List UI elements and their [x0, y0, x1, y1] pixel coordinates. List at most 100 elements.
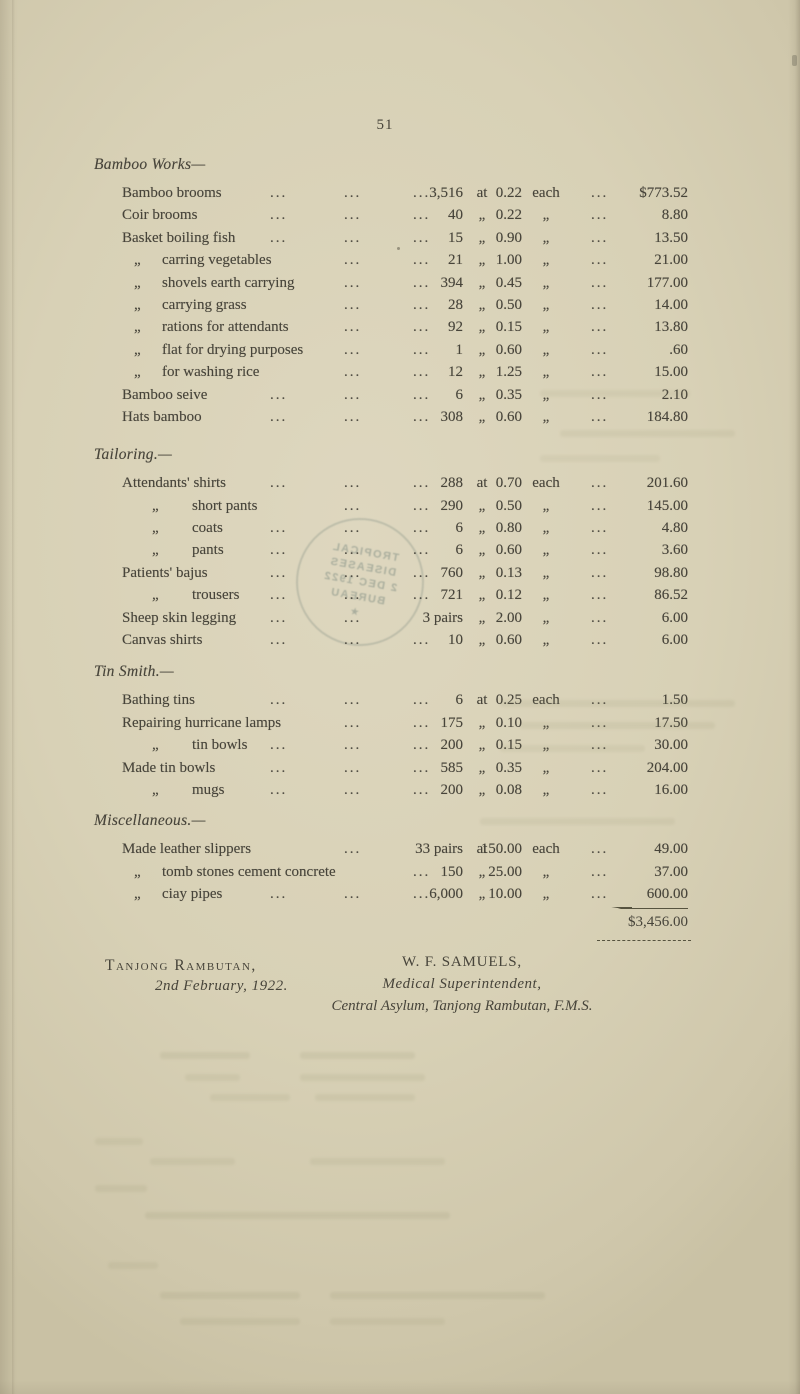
- ghost-line: [540, 390, 690, 397]
- leader-dots: ...: [413, 886, 431, 903]
- item-name: Hats bamboo: [122, 408, 202, 425]
- quantity: 28: [448, 296, 463, 313]
- unit-label: „: [542, 364, 550, 381]
- total-rule-top: [602, 906, 688, 909]
- leader-dots: ...: [413, 587, 431, 604]
- unit-label: „: [542, 886, 550, 903]
- leader-dots: ...: [591, 185, 609, 201]
- ditto-mark: „: [134, 274, 141, 291]
- leader-dots: ...: [591, 364, 609, 381]
- leader-dots: ...: [591, 632, 609, 649]
- leader-dots: ...: [413, 632, 431, 649]
- leader-dots: ...: [413, 252, 431, 269]
- unit-label: „: [542, 632, 550, 649]
- leader-dots: ...: [270, 692, 288, 709]
- item-name: Coir brooms: [122, 207, 198, 224]
- ghost-line: [160, 1052, 250, 1059]
- item-name: carrying grass: [162, 296, 247, 313]
- leader-dots: ...: [413, 781, 431, 798]
- rate-connector: „: [478, 341, 486, 358]
- quantity: 92: [448, 319, 463, 336]
- rate-connector: „: [478, 886, 486, 903]
- item-name: carring vegetables: [162, 252, 272, 269]
- ghost-line: [540, 455, 660, 462]
- unit-price: 0.08: [495, 781, 522, 798]
- signature-date: 2nd February, 1922.: [155, 978, 288, 994]
- ledger-row: „ carring vegetables...... 21 „ 1.00 „... 21.0…: [120, 249, 690, 271]
- unit-label: each: [532, 692, 560, 709]
- quantity: 6,000: [429, 886, 463, 903]
- unit-price: 0.25: [495, 692, 522, 709]
- ghost-line: [520, 722, 715, 729]
- leader-dots: ...: [344, 274, 362, 291]
- rate-connector: „: [478, 274, 486, 291]
- item-name: coats: [192, 520, 223, 537]
- item-name: rations for attendants: [162, 319, 289, 336]
- unit-price: 0.12: [495, 587, 522, 604]
- ditto-mark: „: [152, 781, 159, 798]
- ghost-line: [315, 1094, 415, 1101]
- amount: 184.80: [646, 408, 688, 425]
- unit-price: 0.70: [495, 475, 522, 492]
- ledger-row: Bamboo seive......... 6 „ 0.35 „... 2.10: [120, 384, 690, 406]
- leader-dots: ...: [344, 475, 362, 492]
- item-name: shovels earth carrying: [162, 274, 295, 291]
- leader-dots: ...: [413, 207, 431, 224]
- amount: 600.00: [646, 886, 688, 903]
- quantity: 6: [455, 520, 464, 537]
- rate-connector: „: [478, 632, 486, 649]
- quantity: 12: [448, 364, 463, 381]
- rate-connector: „: [478, 319, 486, 336]
- amount: 145.00: [646, 497, 688, 514]
- ledger-row: Made tin bowls......... 585 „ 0.35 „... 204.0…: [120, 757, 690, 779]
- ledger-row: „ mugs......... 200 „ 0.08 „... 16.00: [120, 779, 690, 801]
- item-name: flat for drying purposes: [162, 341, 304, 358]
- leader-dots: ...: [344, 185, 362, 201]
- leader-dots: ...: [591, 408, 609, 425]
- quantity: 33 pairs: [415, 841, 463, 858]
- item-name: Bathing tins: [122, 692, 195, 709]
- leader-dots: ...: [270, 520, 288, 537]
- quantity: 290: [440, 497, 464, 514]
- rate-connector: „: [478, 587, 486, 604]
- unit-label: „: [542, 520, 550, 537]
- unit-label: „: [542, 408, 550, 425]
- unit-label: „: [542, 207, 550, 224]
- unit-label: each: [532, 475, 560, 492]
- leader-dots: ...: [413, 737, 431, 754]
- section-title: Tailoring.—: [94, 446, 173, 464]
- ledger-row: „ carrying grass...... 28 „ 0.50 „... 14.00: [120, 294, 690, 316]
- amount: 1.50: [661, 692, 688, 709]
- amount: 16.00: [654, 781, 688, 798]
- ledger-row: Hats bamboo......... 308 „ 0.60 „... 184.80: [120, 406, 690, 428]
- leader-dots: ...: [591, 886, 609, 903]
- leader-dots: ...: [344, 341, 362, 358]
- unit-label: „: [542, 252, 550, 269]
- rate-connector: „: [478, 564, 486, 581]
- leader-dots: ...: [413, 542, 431, 559]
- leader-dots: ...: [591, 229, 609, 246]
- unit-label: „: [542, 542, 550, 559]
- unit-price: 150.00: [480, 841, 522, 858]
- quantity: 585: [440, 759, 464, 776]
- leader-dots: ...: [344, 564, 362, 581]
- item-name: Patients' bajus: [122, 564, 208, 581]
- leader-dots: ...: [413, 475, 431, 492]
- ledger-row: „ short pants...... 290 „ 0.50 „... 145.00: [120, 495, 690, 517]
- item-name: short pants: [192, 497, 258, 514]
- rate-connector: „: [478, 737, 486, 754]
- total-block: $3,456.00: [120, 906, 691, 950]
- amount: 13.80: [654, 319, 688, 336]
- unit-label: „: [542, 714, 550, 731]
- unit-price: 0.13: [495, 564, 522, 581]
- paper-crease: [12, 0, 15, 1394]
- amount: 4.80: [661, 520, 688, 537]
- amount: 49.00: [654, 841, 688, 858]
- rate-connector: „: [478, 714, 486, 731]
- total-amount: $3,456.00: [628, 913, 688, 930]
- item-name: Basket boiling fish: [122, 229, 236, 246]
- unit-price: 0.60: [495, 632, 522, 649]
- ghost-line: [95, 1185, 147, 1192]
- leader-dots: ...: [413, 408, 431, 425]
